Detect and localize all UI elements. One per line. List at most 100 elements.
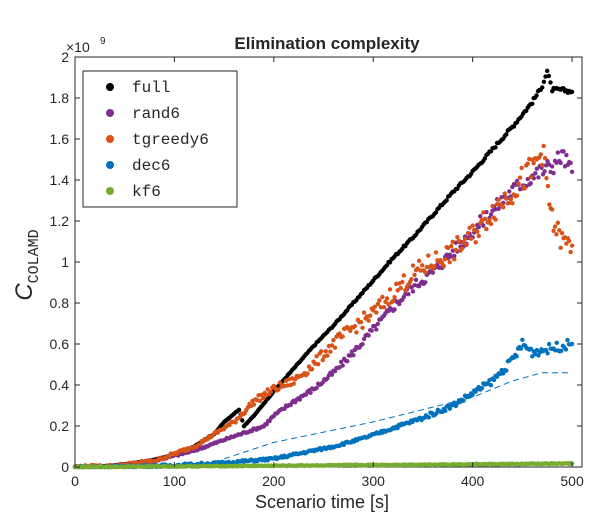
- data-point: [257, 398, 263, 404]
- series-layer: [72, 68, 575, 470]
- data-point: [541, 143, 546, 149]
- data-point: [516, 181, 521, 186]
- data-point: [392, 294, 397, 300]
- data-point: [423, 270, 428, 275]
- data-point: [398, 285, 403, 291]
- data-point: [323, 349, 329, 354]
- data-point: [496, 197, 501, 202]
- data-point: [387, 287, 393, 292]
- data-point: [508, 196, 514, 202]
- data-point: [450, 239, 455, 245]
- series-kf6: [72, 460, 575, 470]
- exponent-power: 9: [100, 36, 106, 47]
- data-point: [367, 313, 373, 318]
- data-point: [265, 387, 270, 392]
- data-point: [567, 238, 572, 244]
- data-point: [488, 221, 494, 227]
- data-point: [473, 240, 478, 245]
- data-point: [352, 323, 358, 329]
- data-point: [543, 74, 548, 79]
- data-point: [395, 425, 400, 431]
- data-point: [337, 331, 342, 336]
- data-point: [467, 225, 472, 230]
- data-point: [443, 408, 448, 414]
- data-point: [565, 337, 570, 343]
- data-point: [517, 175, 523, 180]
- data-point: [558, 160, 563, 166]
- data-point: [371, 308, 376, 313]
- data-point: [432, 264, 437, 269]
- data-point: [520, 337, 525, 343]
- data-point: [549, 207, 555, 212]
- legend-label-full: full: [132, 79, 170, 97]
- data-point: [545, 68, 550, 74]
- data-point: [378, 305, 384, 310]
- data-point: [305, 371, 310, 376]
- data-point: [268, 389, 273, 395]
- y-tick-label: 1.4: [50, 172, 70, 188]
- x-tick-label: 100: [163, 473, 187, 489]
- data-point: [522, 186, 527, 191]
- data-point: [452, 253, 457, 259]
- data-point: [456, 238, 462, 244]
- data-point: [276, 387, 281, 392]
- x-tick-label: 400: [461, 473, 485, 489]
- data-point: [514, 193, 520, 198]
- legend-marker-kf6: [106, 187, 114, 195]
- ylabel-sub: COLAMD: [26, 229, 43, 283]
- data-point: [381, 304, 387, 310]
- data-point: [400, 279, 405, 285]
- data-point: [558, 245, 563, 251]
- data-point: [351, 352, 356, 358]
- data-point: [416, 258, 422, 264]
- y-tick-label: 0.6: [50, 336, 70, 352]
- data-point: [536, 175, 541, 180]
- data-point: [470, 392, 475, 397]
- data-point: [413, 277, 419, 283]
- data-point: [563, 347, 569, 352]
- data-point: [479, 385, 485, 391]
- data-point: [358, 319, 364, 325]
- data-point: [461, 240, 466, 245]
- data-point: [424, 264, 429, 270]
- data-point: [564, 152, 569, 158]
- data-point: [538, 152, 544, 157]
- data-point: [546, 341, 552, 347]
- data-point: [419, 263, 425, 268]
- data-point: [251, 402, 257, 407]
- data-point: [374, 327, 379, 332]
- data-point: [412, 272, 417, 278]
- data-point: [528, 346, 534, 352]
- data-point: [559, 348, 564, 354]
- data-point: [293, 377, 298, 382]
- data-point: [545, 158, 550, 164]
- data-point: [487, 218, 492, 223]
- data-point: [482, 216, 488, 222]
- y-tick-label: 0.2: [50, 418, 70, 434]
- data-point: [447, 259, 452, 265]
- data-point: [549, 164, 555, 169]
- data-point: [552, 224, 558, 229]
- data-point: [569, 243, 575, 248]
- data-point: [430, 270, 436, 275]
- x-tick-label: 200: [262, 473, 286, 489]
- data-point: [528, 181, 533, 186]
- data-point: [502, 191, 507, 196]
- data-point: [236, 407, 242, 413]
- data-point: [484, 226, 489, 232]
- data-point: [332, 368, 338, 374]
- data-point: [518, 346, 524, 351]
- data-point: [410, 289, 416, 294]
- data-point: [534, 347, 540, 353]
- data-point: [554, 232, 559, 237]
- legend: full rand6 tgreedy6 dec6 kf6: [82, 70, 238, 208]
- exponent-base: ×10: [66, 39, 90, 55]
- data-point: [354, 330, 359, 335]
- data-point: [433, 250, 439, 255]
- svg-text:CCOLAMD: CCOLAMD: [11, 229, 43, 300]
- data-point: [525, 161, 530, 166]
- data-point: [375, 321, 381, 327]
- data-point: [511, 124, 517, 129]
- legend-marker-tgreedy6: [106, 135, 114, 143]
